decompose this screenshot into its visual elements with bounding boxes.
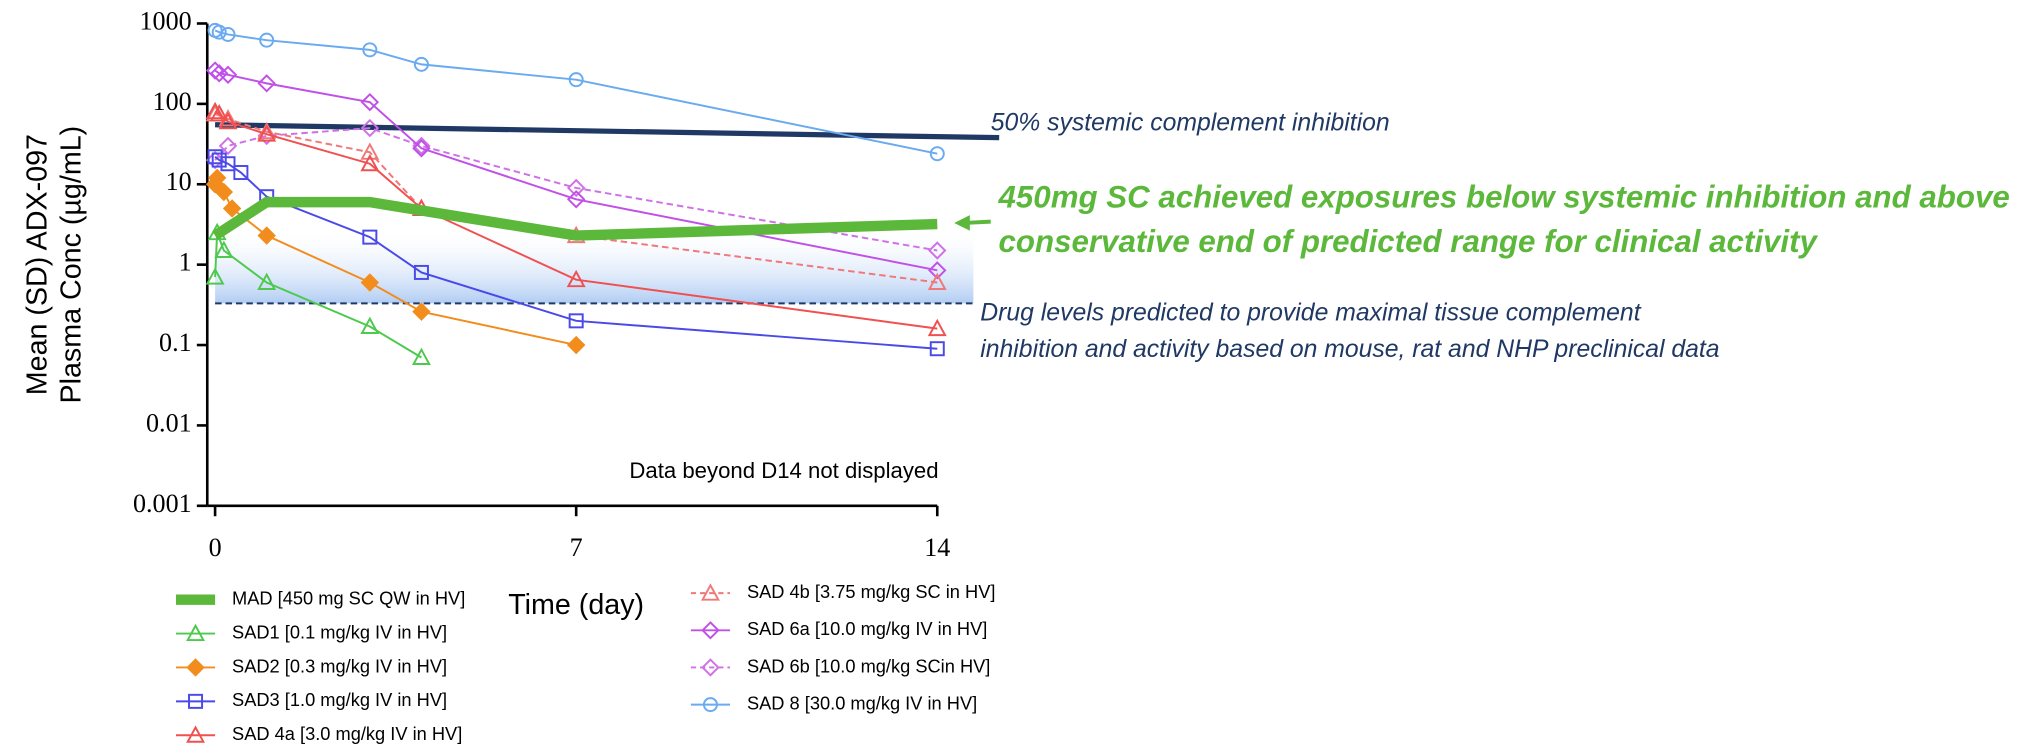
series (205, 61, 947, 280)
marker (929, 341, 945, 357)
marker (360, 316, 380, 335)
marker (186, 623, 206, 642)
marker (186, 658, 205, 677)
marker (257, 226, 276, 245)
marker (362, 42, 378, 58)
series-line (212, 196, 938, 241)
marker (257, 272, 277, 290)
series (207, 22, 945, 162)
marker (701, 658, 720, 677)
marker (566, 190, 586, 209)
marker (566, 269, 586, 288)
reference-label: Drug levels predicted to provide maximal… (980, 300, 1641, 327)
marker (701, 621, 720, 640)
reference-label: 50% systemic complement inhibition (991, 109, 1390, 136)
series (205, 168, 586, 355)
y-tick-label: 10 (166, 167, 192, 196)
marker (257, 124, 277, 142)
legend-label: MAD [450 mg SC QW in HV] (232, 587, 465, 608)
legend-label: SAD 4a [3.0 mg/kg IV in HV] (232, 723, 462, 744)
marker (412, 139, 431, 158)
y-tick-label: 1000 (140, 6, 192, 35)
marker (218, 136, 238, 156)
x-tick-label: 7 (570, 533, 583, 562)
series-line (214, 127, 938, 252)
marker (188, 693, 204, 709)
legend-label: SAD2 [0.3 mg/kg IV in HV] (232, 655, 447, 676)
note: Data beyond D14 not displayed (629, 458, 938, 483)
y-tick-label: 1 (179, 248, 192, 277)
marker (413, 264, 429, 280)
marker (928, 241, 947, 260)
marker (205, 101, 225, 120)
marker (257, 121, 277, 140)
series-line (214, 113, 938, 284)
marker (218, 65, 238, 85)
marker (259, 32, 275, 48)
legend-label: SAD 6b [10.0 mg/kg SCin HV] (747, 655, 990, 676)
marker (220, 156, 236, 172)
marker (362, 229, 378, 245)
marker (207, 168, 227, 188)
y-axis-label-line: Mean (SD) ADX-097 (22, 134, 54, 395)
marker (233, 165, 249, 181)
y-tick-label: 0.01 (146, 408, 192, 437)
reference-line (215, 122, 1000, 141)
marker (702, 697, 718, 713)
legend-label: SAD 4b [3.75 mg/kg SC in HV] (747, 581, 996, 602)
y-tick-label: 100 (153, 87, 192, 116)
marker (360, 92, 380, 112)
reference-label: inhibition and activity based on mouse, … (980, 336, 1719, 363)
marker (220, 26, 236, 42)
marker (411, 347, 431, 365)
x-tick-label: 0 (209, 533, 222, 562)
series (207, 149, 945, 357)
legend-label: SAD1 [0.1 mg/kg IV in HV] (232, 621, 447, 642)
marker (413, 56, 429, 72)
marker (700, 583, 720, 601)
marker (360, 153, 380, 172)
marker (360, 142, 380, 160)
marker (211, 24, 227, 40)
marker (927, 318, 947, 337)
marker (222, 199, 242, 218)
legend-label: SAD3 [1.0 mg/kg IV in HV] (232, 689, 447, 710)
marker (214, 240, 234, 258)
marker (205, 150, 225, 170)
marker (257, 74, 276, 93)
series (212, 196, 938, 241)
marker (568, 72, 584, 88)
marker (205, 267, 225, 285)
marker (186, 725, 206, 743)
y-axis-label-line: Plasma Conc (µg/mL) (56, 126, 88, 404)
y-tick-label: 0.1 (159, 328, 192, 357)
y-tick-label: 0.001 (133, 489, 192, 518)
x-tick-label: 14 (924, 533, 950, 562)
callout-text: conservative end of predicted range for … (999, 224, 1819, 259)
marker (209, 104, 229, 122)
legend-label: SAD 8 [30.0 mg/kg IV in HV] (747, 692, 977, 713)
marker (928, 261, 947, 280)
marker (211, 152, 227, 168)
marker (568, 313, 584, 329)
callout-text: 450mg SC achieved exposures below system… (998, 180, 2010, 215)
marker (360, 118, 380, 138)
marker (214, 182, 234, 202)
marker (218, 111, 238, 130)
marker (927, 272, 947, 290)
marker (566, 335, 586, 355)
legend-label: SAD 6a [10.0 mg/kg IV in HV] (747, 618, 987, 639)
marker (929, 146, 945, 162)
y-axis-label: Mean (SD) ADX-097 Plasma Conc (µg/mL) (22, 126, 88, 404)
x-axis-label: Time (day) (508, 589, 644, 621)
marker (566, 178, 586, 198)
marker (412, 302, 431, 321)
marker (360, 273, 380, 292)
